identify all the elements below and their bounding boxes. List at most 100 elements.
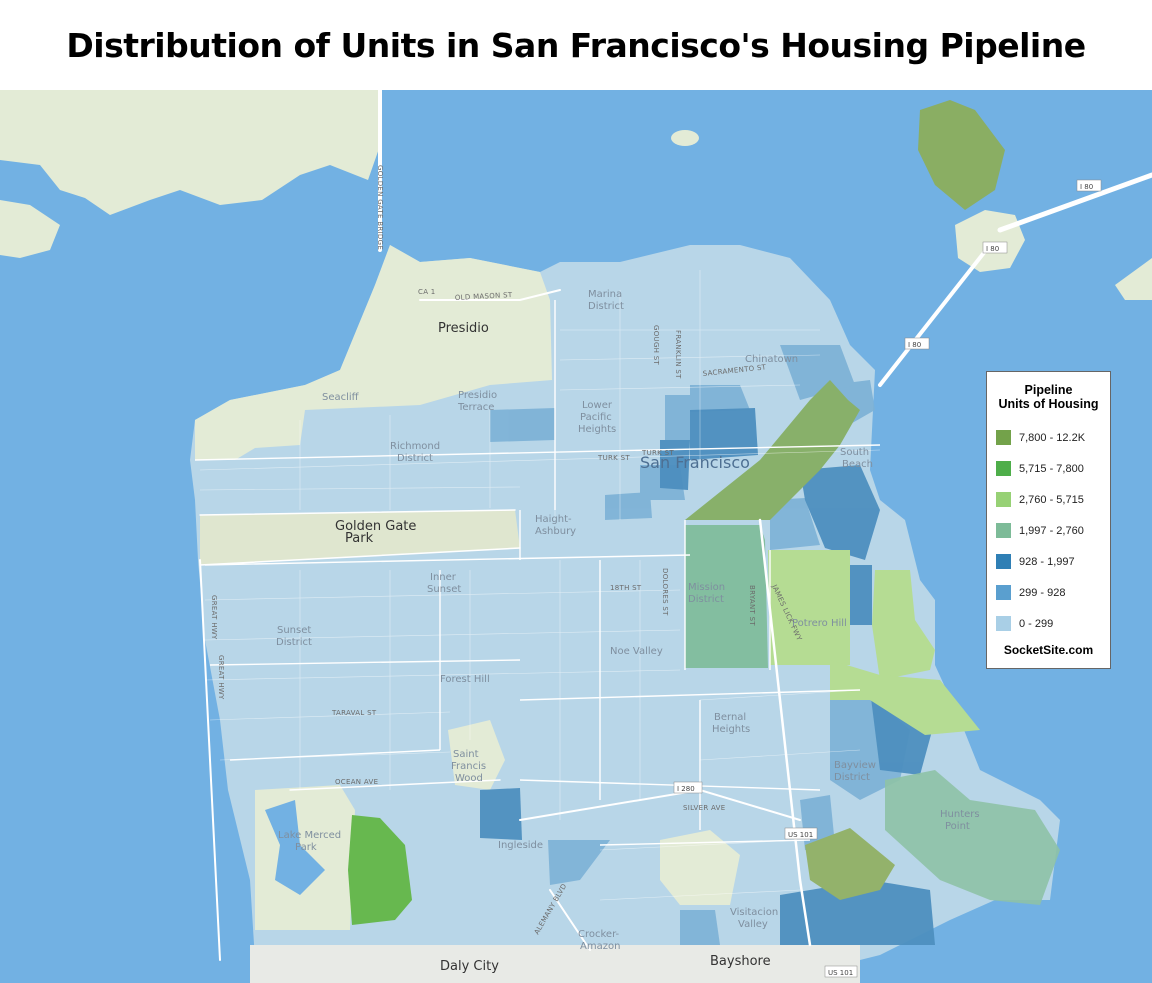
label-ingleside: Ingleside: [498, 840, 543, 851]
label-bryant: BRYANT ST: [748, 585, 756, 626]
candlestick-area: [805, 828, 895, 900]
label-noe-valley: Noe Valley: [610, 646, 663, 657]
roads: [199, 90, 1152, 961]
label-hunters-2: Point: [945, 821, 970, 832]
legend-item: 5,715 - 7,800: [987, 453, 1110, 484]
marin-land: [0, 90, 382, 215]
label-saint-francis-1: Saint: [453, 749, 479, 760]
label-silver: SILVER AVE: [683, 804, 726, 812]
district-boundaries: [194, 300, 881, 846]
oakland-land: [1115, 258, 1152, 300]
label-mission-1: Mission: [688, 582, 725, 593]
label-sunset-2: District: [276, 637, 312, 648]
legend-items: 7,800 - 12.2K 5,715 - 7,800 2,760 - 5,715 1…: [987, 422, 1110, 639]
label-turk: TURK ST: [597, 454, 630, 462]
legend-label: 299 - 928: [1019, 586, 1066, 599]
title-bar: Distribution of Units in San Francisco's…: [0, 0, 1152, 90]
shield-us101-south: US 101: [828, 969, 853, 977]
label-richmond-1: Richmond: [390, 441, 440, 452]
label-bayview-2: District: [834, 772, 870, 783]
label-presidio-terrace-2: Terrace: [457, 402, 494, 413]
saint-francis-wood-area: [448, 720, 505, 790]
legend-label: 7,800 - 12.2K: [1019, 431, 1086, 444]
label-saint-francis-2: Francis: [451, 761, 486, 772]
label-great-hwy: GREAT HWY: [210, 595, 218, 640]
legend-label: 2,760 - 5,715: [1019, 493, 1084, 506]
legend-swatch: [996, 492, 1011, 507]
shield-i80-east: I 80: [1080, 183, 1093, 191]
legend-swatch: [996, 430, 1011, 445]
districts-928-1997: [480, 408, 935, 945]
label-sunset-1: Sunset: [277, 625, 311, 636]
label-gough: GOUGH ST: [652, 325, 660, 366]
label-lower-pacific-3: Heights: [578, 424, 616, 435]
label-taraval: TARAVAL ST: [331, 709, 377, 717]
legend: Pipeline Units of Housing 7,800 - 12.2K 5…: [986, 371, 1111, 669]
legend-swatch: [996, 554, 1011, 569]
label-mission-2: District: [688, 594, 724, 605]
parkmerced-area: [348, 815, 412, 925]
label-lake-merced-2: Park: [295, 842, 317, 853]
legend-item: 299 - 928: [987, 577, 1110, 608]
label-richmond-2: District: [397, 453, 433, 464]
legend-item: 0 - 299: [987, 608, 1110, 639]
sausalito-land: [0, 200, 60, 258]
treasure-island-area: [918, 100, 1005, 210]
label-haight-2: Ashbury: [535, 526, 576, 537]
label-forest-hill: Forest Hill: [440, 674, 490, 685]
shield-i80-island: I 80: [986, 245, 999, 253]
label-golden-gate-bridge: GOLDEN GATE BRIDGE: [376, 165, 384, 250]
potrero-hill-area: [768, 550, 850, 665]
label-franklin: FRANKLIN ST: [674, 330, 682, 379]
label-golden-gate-park-1: Golden Gate: [335, 519, 416, 534]
legend-item: 1,997 - 2,760: [987, 515, 1110, 546]
hunters-point-area: [885, 770, 1060, 905]
label-lake-merced-1: Lake Merced: [278, 830, 341, 841]
legend-item: 928 - 1,997: [987, 546, 1110, 577]
legend-swatch: [996, 461, 1011, 476]
label-visitacion-2: Valley: [738, 919, 768, 930]
shield-us101: US 101: [788, 831, 813, 839]
label-lower-pacific-1: Lower: [582, 400, 613, 411]
label-ca1: CA 1: [418, 288, 436, 296]
mission-district-area: [685, 525, 768, 668]
legend-label: 1,997 - 2,760: [1019, 524, 1084, 537]
dogpatch-area: [872, 570, 935, 680]
soma-area: [685, 380, 860, 520]
districts-299-928: [490, 345, 910, 945]
highway-shields: I 80 I 80 I 80 I 280 US 101 US 101: [673, 179, 1102, 978]
legend-item: 7,800 - 12.2K: [987, 422, 1110, 453]
label-bayview-1: Bayview: [834, 760, 876, 771]
daly-city-area: [250, 945, 860, 983]
label-turk2: TURK ST: [641, 449, 674, 457]
label-south-beach-2: Beach: [842, 459, 873, 470]
label-potrero: Potrero Hill: [792, 618, 847, 629]
label-bernal-1: Bernal: [714, 712, 746, 723]
map-title: Distribution of Units in San Francisco's…: [66, 25, 1086, 65]
legend-label: 0 - 299: [1019, 617, 1054, 630]
label-city: San Francisco: [640, 453, 750, 472]
alcatraz-island: [671, 130, 699, 146]
legend-label: 928 - 1,997: [1019, 555, 1075, 568]
lake-merced-water: [265, 800, 325, 895]
presidio-area: [195, 245, 552, 460]
label-bernal-2: Heights: [712, 724, 750, 735]
label-inner-sunset-2: Sunset: [427, 584, 461, 595]
label-18th: 18TH ST: [610, 584, 642, 592]
label-haight-1: Haight-: [535, 514, 572, 525]
label-inner-sunset-1: Inner: [430, 572, 457, 583]
label-marina-2: District: [588, 301, 624, 312]
label-crocker-2: Amazon: [580, 941, 620, 952]
legend-label: 5,715 - 7,800: [1019, 462, 1084, 475]
street-grid: [199, 270, 881, 901]
pier-70-area: [830, 660, 980, 735]
shield-i280: I 280: [677, 785, 695, 793]
label-daly-city: Daly City: [440, 959, 499, 974]
label-dolores: DOLORES ST: [661, 568, 669, 616]
label-visitacion-1: Visitacion: [730, 907, 778, 918]
golden-gate-park-area: [200, 510, 520, 565]
label-great-hwy2: GREAT HWY: [217, 655, 225, 700]
legend-title: Pipeline Units of Housing: [987, 383, 1110, 411]
label-seacliff: Seacliff: [322, 392, 360, 403]
label-lower-pacific-2: Pacific: [580, 412, 612, 423]
